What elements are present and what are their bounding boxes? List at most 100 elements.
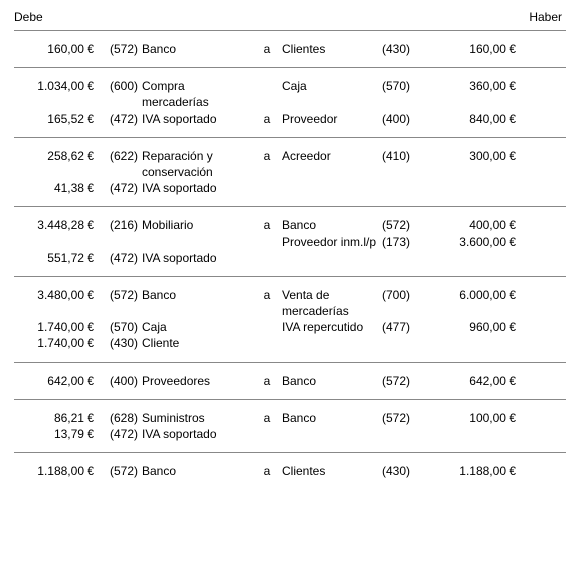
haber-amount: 642,00 €	[426, 373, 520, 389]
credit-account-code: (410)	[382, 148, 426, 164]
debit-account-name: Mobiliario	[140, 217, 252, 233]
debit-account-code: (472)	[100, 426, 140, 442]
credit-account-name: Banco	[282, 410, 382, 426]
debit-account-name: IVA soportado	[140, 111, 252, 127]
entry-line: Proveedor inm.l/p(173)3.600,00 €	[14, 234, 566, 250]
entry-group: 258,62 €(622)Reparación y conservaciónaA…	[14, 137, 566, 207]
debit-account-name: Cliente	[140, 335, 252, 351]
credit-account-code: (570)	[382, 78, 426, 94]
entry-line: 258,62 €(622)Reparación y conservaciónaA…	[14, 148, 566, 180]
entry-group: 1.188,00 €(572)BancoaClientes(430)1.188,…	[14, 452, 566, 489]
debe-amount: 1.034,00 €	[14, 78, 100, 94]
entry-line: 41,38 €(472)IVA soportado	[14, 180, 566, 196]
to-indicator: a	[252, 463, 282, 479]
credit-account-code: (400)	[382, 111, 426, 127]
credit-account-code: (572)	[382, 410, 426, 426]
credit-account-name: Acreedor	[282, 148, 382, 164]
debit-account-code: (572)	[100, 287, 140, 303]
debit-account-code: (570)	[100, 319, 140, 335]
haber-amount: 3.600,00 €	[426, 234, 520, 250]
credit-account-code: (572)	[382, 373, 426, 389]
to-indicator: a	[252, 373, 282, 389]
debe-amount: 551,72 €	[14, 250, 100, 266]
header-haber: Haber	[472, 10, 566, 24]
debe-amount: 1.188,00 €	[14, 463, 100, 479]
haber-amount: 400,00 €	[426, 217, 520, 233]
credit-account-name: Proveedor	[282, 111, 382, 127]
debit-account-name: IVA soportado	[140, 250, 252, 266]
haber-amount: 100,00 €	[426, 410, 520, 426]
entry-line: 1.188,00 €(572)BancoaClientes(430)1.188,…	[14, 463, 566, 479]
entry-group: 3.480,00 €(572)BancoaVenta de mercadería…	[14, 276, 566, 362]
debit-account-code: (472)	[100, 111, 140, 127]
debe-amount: 3.448,28 €	[14, 217, 100, 233]
haber-amount: 160,00 €	[426, 41, 520, 57]
debit-account-code: (600)	[100, 78, 140, 94]
debit-account-code: (472)	[100, 180, 140, 196]
debit-account-name: Reparación y conservación	[140, 148, 252, 180]
entry-line: 3.480,00 €(572)BancoaVenta de mercadería…	[14, 287, 566, 319]
debit-account-name: Caja	[140, 319, 252, 335]
entry-line: 86,21 €(628)SuministrosaBanco(572)100,00…	[14, 410, 566, 426]
entry-line: 13,79 €(472)IVA soportado	[14, 426, 566, 442]
entry-group: 3.448,28 €(216)MobiliarioaBanco(572)400,…	[14, 206, 566, 276]
credit-account-code: (572)	[382, 217, 426, 233]
credit-account-name: IVA repercutido	[282, 319, 382, 335]
credit-account-name: Banco	[282, 217, 382, 233]
entry-line: 1.034,00 €(600)Compra mercaderías Caja(57…	[14, 78, 566, 110]
ledger-page: Debe Haber 160,00 €(572)BancoaClientes(4…	[14, 10, 566, 489]
credit-account-name: Caja	[282, 78, 382, 94]
debe-amount: 3.480,00 €	[14, 287, 100, 303]
entry-line: 3.448,28 €(216)MobiliarioaBanco(572)400,…	[14, 217, 566, 233]
entry-line: 160,00 €(572)BancoaClientes(430)160,00 €	[14, 41, 566, 57]
debit-account-name: Banco	[140, 463, 252, 479]
entry-group: 1.034,00 €(600)Compra mercaderías Caja(57…	[14, 67, 566, 137]
to-indicator: a	[252, 217, 282, 233]
header-row: Debe Haber	[14, 10, 566, 24]
debit-account-code: (572)	[100, 41, 140, 57]
to-indicator: a	[252, 410, 282, 426]
entry-line: 1.740,00 €(570)CajaIVA repercutido(477)9…	[14, 319, 566, 335]
debit-account-code: (430)	[100, 335, 140, 351]
debe-amount: 13,79 €	[14, 426, 100, 442]
debit-account-code: (216)	[100, 217, 140, 233]
haber-amount: 360,00 €	[426, 78, 520, 94]
debe-amount: 1.740,00 €	[14, 335, 100, 351]
credit-account-code: (477)	[382, 319, 426, 335]
haber-amount: 6.000,00 €	[426, 287, 520, 303]
debe-amount: 86,21 €	[14, 410, 100, 426]
credit-account-code: (700)	[382, 287, 426, 303]
credit-account-name: Banco	[282, 373, 382, 389]
to-indicator: a	[252, 287, 282, 303]
to-indicator: a	[252, 41, 282, 57]
entry-group: 642,00 €(400)ProveedoresaBanco(572)642,0…	[14, 362, 566, 399]
entry-line: 642,00 €(400)ProveedoresaBanco(572)642,0…	[14, 373, 566, 389]
debit-account-name: Banco	[140, 41, 252, 57]
debit-account-name: IVA soportado	[140, 426, 252, 442]
debit-account-name: Suministros	[140, 410, 252, 426]
debit-account-name: IVA soportado	[140, 180, 252, 196]
debe-amount: 160,00 €	[14, 41, 100, 57]
credit-account-name: Clientes	[282, 463, 382, 479]
haber-amount: 960,00 €	[426, 319, 520, 335]
credit-account-code: (430)	[382, 41, 426, 57]
debit-account-name: Banco	[140, 287, 252, 303]
entry-group: 86,21 €(628)SuministrosaBanco(572)100,00…	[14, 399, 566, 452]
entry-line: 1.740,00 €(430)Cliente	[14, 335, 566, 351]
credit-account-name: Proveedor inm.l/p	[282, 234, 382, 250]
debit-account-code: (622)	[100, 148, 140, 164]
entry-line: 551,72 €(472)IVA soportado	[14, 250, 566, 266]
credit-account-code: (430)	[382, 463, 426, 479]
haber-amount: 840,00 €	[426, 111, 520, 127]
debit-account-code: (572)	[100, 463, 140, 479]
debit-account-code: (628)	[100, 410, 140, 426]
entry-group: 160,00 €(572)BancoaClientes(430)160,00 €	[14, 30, 566, 67]
haber-amount: 1.188,00 €	[426, 463, 520, 479]
debit-account-code: (472)	[100, 250, 140, 266]
debe-amount: 165,52 €	[14, 111, 100, 127]
debit-account-code: (400)	[100, 373, 140, 389]
debe-amount: 642,00 €	[14, 373, 100, 389]
credit-account-name: Clientes	[282, 41, 382, 57]
debit-account-name: Compra mercaderías	[140, 78, 252, 110]
to-indicator: a	[252, 148, 282, 164]
